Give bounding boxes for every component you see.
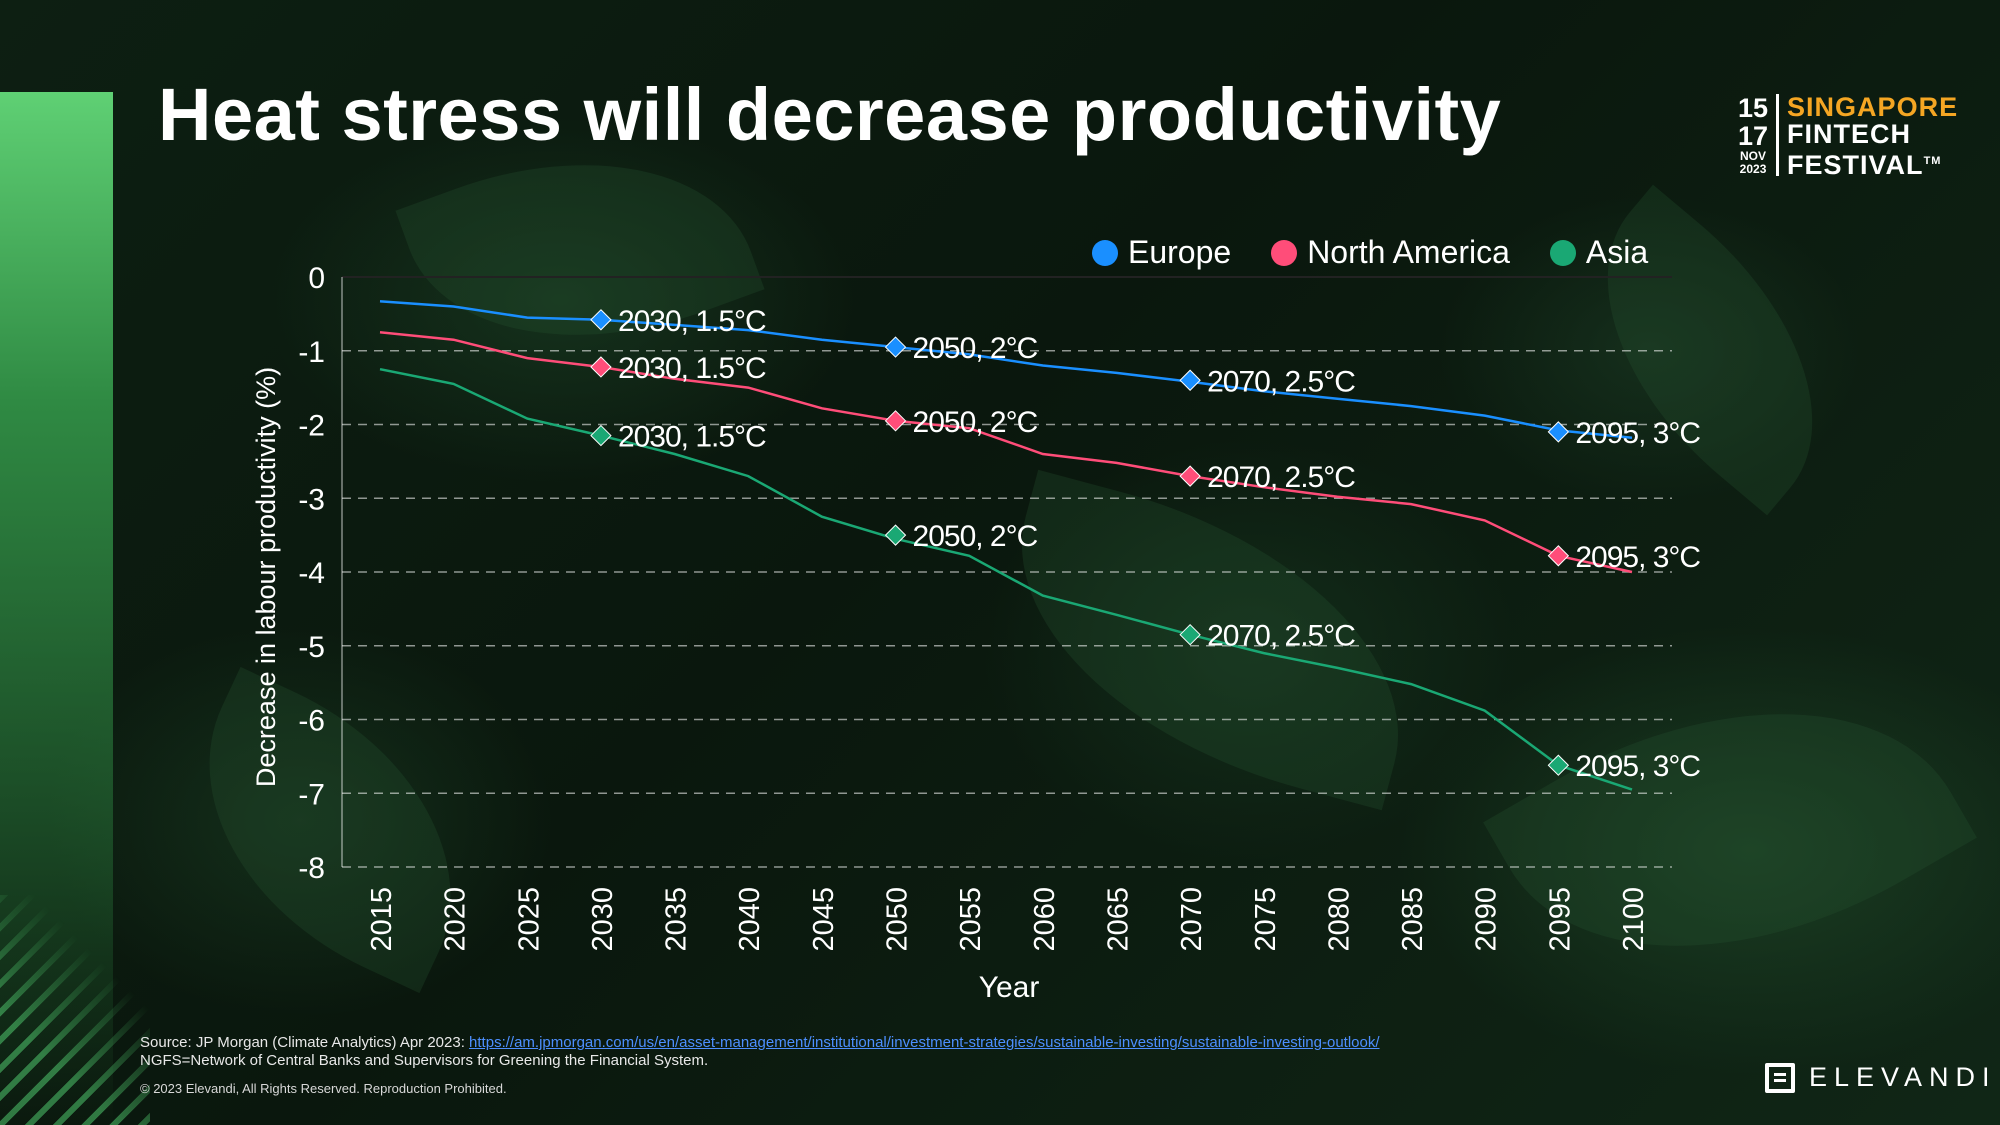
data-point-marker [1547, 421, 1570, 443]
y-tick-label: -5 [298, 631, 325, 664]
chart-legend: Europe North America Asia [1092, 234, 1648, 271]
x-tick-label: 2030 [587, 887, 619, 952]
ngfs-note: NGFS=Network of Central Banks and Superv… [140, 1052, 709, 1069]
x-tick-label: 2025 [513, 887, 545, 952]
series-line-asia [379, 367, 1633, 791]
source-prefix: Source: JP Morgan (Climate Analytics) Ap… [140, 1034, 470, 1051]
legend-item-north-america: North America [1271, 234, 1510, 271]
legend-label-asia: Asia [1585, 234, 1649, 270]
event-date-end: 17 [1738, 121, 1769, 151]
data-point-marker [884, 336, 907, 358]
y-tick-label: -4 [298, 557, 325, 590]
data-point-marker [884, 524, 907, 546]
data-point-marker [884, 410, 907, 432]
event-name-line3: FESTIVAL [1787, 150, 1924, 180]
data-label: 2050, 2°C [913, 520, 1038, 553]
x-tick-label: 2055 [955, 887, 987, 952]
x-tick-label: 2050 [882, 887, 914, 952]
y-tick-label: -1 [298, 336, 325, 369]
legend-item-europe: Europe [1092, 234, 1231, 271]
legend-swatch-asia [1549, 239, 1576, 266]
data-point-marker [590, 356, 612, 378]
event-month: NOV [1740, 149, 1767, 163]
legend-label-north-america: North America [1307, 234, 1510, 270]
x-tick-label: 2065 [1102, 887, 1134, 952]
x-tick-label: 2075 [1250, 887, 1282, 952]
x-tick-label: 2045 [808, 887, 840, 952]
data-point-marker [590, 424, 612, 447]
copyright: © 2023 Elevandi, All Rights Reserved. Re… [140, 1081, 507, 1096]
source-link[interactable]: https://am.jpmorgan.com/us/en/asset-mana… [469, 1034, 1380, 1051]
event-year: 2023 [1739, 162, 1767, 176]
x-tick-label: 2040 [734, 887, 766, 952]
series-line-north-america [379, 331, 1633, 574]
legend-label-europe: Europe [1128, 234, 1232, 270]
data-label: 2070, 2.5°C [1207, 461, 1355, 494]
event-date-start: 15 [1738, 93, 1769, 123]
event-name-line1: SINGAPORE [1787, 92, 1959, 122]
data-point-marker [1179, 369, 1201, 391]
background-leaf [1483, 612, 1977, 1048]
data-label: 2050, 2°C [913, 332, 1038, 365]
chart-series [379, 300, 1633, 791]
elevandi-logo-icon [1765, 1062, 1795, 1093]
legend-swatch-europe [1092, 239, 1118, 266]
x-tick-label: 2080 [1323, 887, 1355, 952]
data-point-marker [1179, 465, 1201, 487]
x-tick-label: 2090 [1471, 887, 1503, 952]
data-label: 2050, 2°C [913, 406, 1038, 439]
elevandi-logo: ELEVANDI [1765, 1062, 1997, 1093]
x-tick-label: 2060 [1029, 887, 1061, 952]
chart-grid [342, 276, 1672, 868]
x-axis-label: Year [979, 971, 1040, 1004]
x-tick-label: 2035 [661, 887, 693, 952]
event-name: SINGAPORE FINTECH FESTIVALTM [1787, 94, 1958, 179]
elevandi-logo-text: ELEVANDI [1809, 1062, 1997, 1092]
trademark: TM [1923, 155, 1942, 167]
x-tick-label: 2085 [1397, 887, 1429, 952]
data-label: 2030, 1.5°C [618, 421, 766, 454]
y-tick-label: 0 [308, 262, 325, 295]
data-point-marker [1547, 545, 1570, 567]
legend-swatch-north-america [1271, 239, 1298, 266]
data-label: 2030, 1.5°C [618, 352, 766, 385]
data-point-marker [1547, 754, 1570, 776]
y-tick-label: -3 [298, 483, 325, 516]
x-tick-label: 2070 [1176, 887, 1208, 952]
background-leaf [147, 666, 513, 994]
source-note: Source: JP Morgan (Climate Analytics) Ap… [140, 1034, 1380, 1070]
accent-stripes [0, 895, 150, 1125]
legend-item-asia: Asia [1549, 234, 1649, 271]
event-logo: 15 17 NOV 2023 SINGAPORE FINTECH FESTIVA… [1738, 94, 1958, 179]
background-leaf [976, 469, 1444, 811]
data-label: 2070, 2.5°C [1207, 365, 1355, 398]
event-name-line2: FINTECH [1787, 119, 1912, 149]
data-label: 2095, 3°C [1575, 541, 1700, 574]
event-dates: 15 17 NOV 2023 [1738, 93, 1780, 176]
slide-title: Heat stress will decrease productivity [158, 73, 1502, 156]
y-tick-label: -2 [298, 410, 325, 443]
